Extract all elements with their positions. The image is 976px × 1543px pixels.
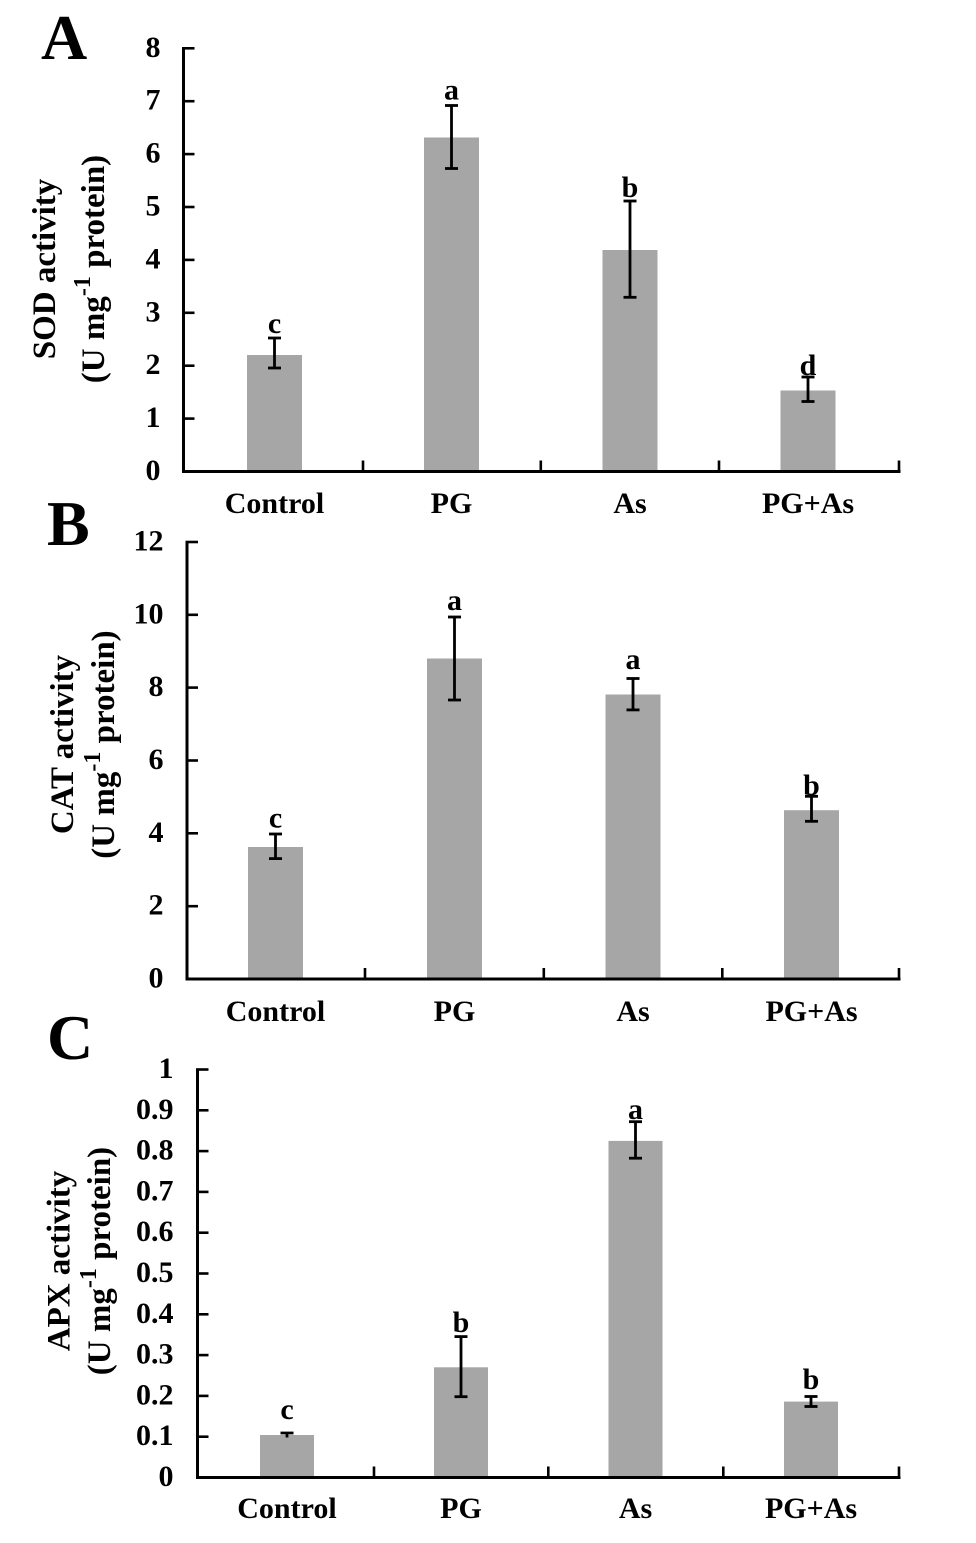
svg-text:PG: PG — [440, 1492, 482, 1525]
svg-text:0.9: 0.9 — [136, 1093, 174, 1126]
svg-text:b: b — [622, 171, 639, 204]
svg-text:0.1: 0.1 — [136, 1419, 174, 1452]
svg-text:B: B — [47, 488, 90, 559]
svg-text:As: As — [619, 1492, 652, 1525]
svg-text:3: 3 — [146, 295, 161, 328]
svg-text:a: a — [447, 584, 462, 617]
svg-text:0.4: 0.4 — [136, 1297, 174, 1330]
svg-text:0.7: 0.7 — [136, 1174, 174, 1207]
svg-text:0.8: 0.8 — [136, 1134, 174, 1167]
svg-text:PG: PG — [431, 487, 473, 520]
svg-text:SOD activity: SOD activity — [27, 178, 63, 359]
svg-text:b: b — [803, 1363, 820, 1396]
svg-text:1: 1 — [146, 401, 161, 434]
svg-text:b: b — [453, 1306, 470, 1339]
svg-text:Control: Control — [226, 995, 325, 1028]
svg-text:(U mg-1 protein): (U mg-1 protein) — [80, 630, 122, 858]
svg-text:c: c — [268, 307, 281, 340]
svg-text:a: a — [444, 73, 459, 106]
svg-text:7: 7 — [146, 84, 161, 117]
svg-text:0.2: 0.2 — [136, 1378, 174, 1411]
svg-text:2: 2 — [149, 889, 164, 922]
svg-text:c: c — [269, 802, 282, 835]
svg-text:0: 0 — [146, 454, 161, 487]
svg-text:Control: Control — [225, 487, 324, 520]
svg-text:b: b — [803, 769, 820, 802]
svg-text:5: 5 — [146, 190, 161, 223]
svg-text:0: 0 — [149, 962, 164, 995]
svg-text:(U mg-1 protein): (U mg-1 protein) — [76, 1147, 118, 1375]
svg-text:2: 2 — [146, 348, 161, 381]
svg-text:A: A — [41, 2, 87, 73]
svg-text:(U mg-1 protein): (U mg-1 protein) — [70, 155, 112, 383]
svg-text:Control: Control — [237, 1492, 336, 1525]
svg-text:4: 4 — [146, 242, 161, 275]
svg-text:C: C — [47, 1002, 93, 1073]
svg-text:PG+As: PG+As — [765, 995, 857, 1028]
svg-text:6: 6 — [146, 137, 161, 170]
svg-text:As: As — [613, 487, 646, 520]
svg-text:PG: PG — [434, 995, 476, 1028]
svg-text:4: 4 — [149, 816, 164, 849]
svg-text:10: 10 — [134, 597, 164, 630]
svg-text:a: a — [626, 643, 641, 676]
svg-text:0.5: 0.5 — [136, 1256, 174, 1289]
svg-text:PG+As: PG+As — [765, 1492, 857, 1525]
svg-text:0.6: 0.6 — [136, 1215, 174, 1248]
svg-text:c: c — [280, 1393, 293, 1426]
svg-text:12: 12 — [134, 525, 164, 558]
svg-text:d: d — [800, 349, 817, 382]
svg-text:As: As — [616, 995, 649, 1028]
svg-text:8: 8 — [146, 31, 161, 64]
svg-text:APX activity: APX activity — [42, 1170, 78, 1351]
svg-text:6: 6 — [149, 743, 164, 776]
svg-text:0.3: 0.3 — [136, 1338, 174, 1371]
svg-text:0: 0 — [159, 1460, 174, 1493]
svg-text:PG+As: PG+As — [762, 487, 854, 520]
svg-text:a: a — [628, 1093, 643, 1126]
svg-text:1: 1 — [159, 1052, 174, 1085]
svg-text:CAT activity: CAT activity — [45, 654, 81, 834]
svg-text:8: 8 — [149, 670, 164, 703]
